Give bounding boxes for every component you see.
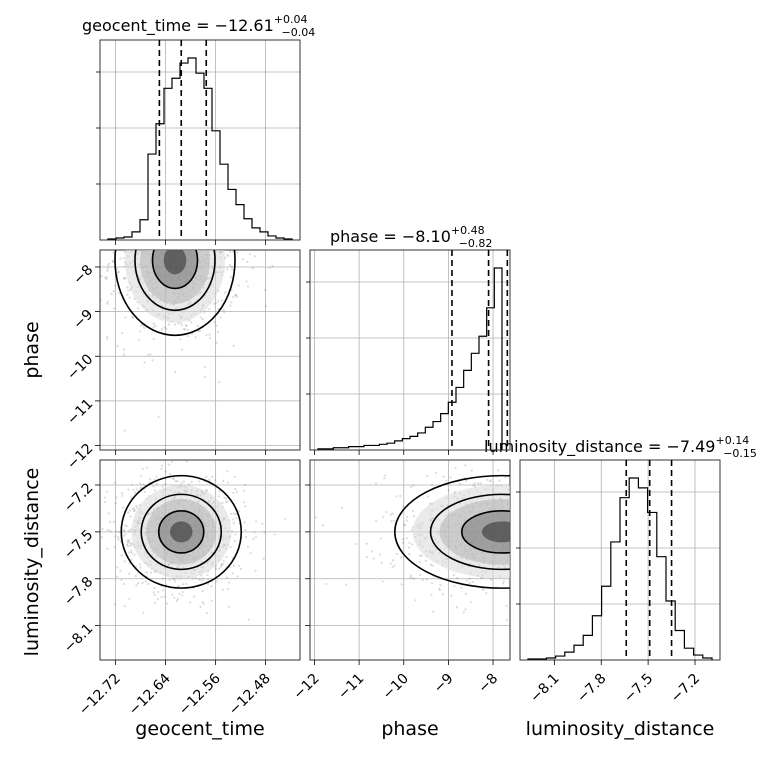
axes-frame — [519, 459, 721, 661]
y-tick-label: −10 — [64, 351, 96, 383]
axes-frame — [99, 39, 301, 241]
density-contours — [394, 474, 510, 589]
y-tick-label: −7.8 — [61, 574, 96, 609]
x-tick-label: −12 — [291, 671, 323, 703]
x-tick-label: −7.8 — [574, 671, 609, 706]
x-tick-label: −12.72 — [76, 671, 124, 719]
density-contours — [120, 474, 243, 589]
xlabel-geocent-time: geocent_time — [135, 718, 264, 740]
axes-frame — [309, 249, 511, 451]
gridlines — [520, 460, 720, 660]
title-geocent-time: geocent_time = −12.61+0.04 −0.04 — [82, 13, 315, 39]
x-tick-label: −12.64 — [126, 671, 174, 719]
xlabel-phase: phase — [381, 718, 438, 740]
histogram-steps — [317, 267, 503, 450]
x-tick-label: −11 — [335, 671, 367, 703]
histogram-steps — [107, 57, 293, 240]
x-tick-label: −8 — [475, 671, 501, 697]
y-tick-label: −12 — [64, 441, 96, 473]
gridlines — [100, 40, 300, 240]
joint-geocent-time-phase: −12 −11 −10 −9 −8 — [64, 249, 301, 473]
x-tick-label: −10 — [380, 671, 412, 703]
histogram-steps — [527, 477, 713, 660]
y-tick-label: −8 — [70, 262, 96, 288]
x-tick-label: −12.56 — [176, 671, 224, 719]
xlabel-luminosity-distance: luminosity_distance — [526, 718, 715, 740]
axes-frame — [99, 459, 301, 661]
hist-geocent-time — [96, 39, 301, 245]
hist-phase — [306, 249, 511, 455]
title-phase: phase = −8.10+0.48 −0.82 — [330, 224, 492, 250]
density-contours — [114, 250, 236, 337]
y-tick-label: −7.2 — [61, 480, 96, 515]
ylabel-phase: phase — [21, 321, 43, 378]
gridlines — [310, 250, 510, 450]
y-tick-label: −11 — [64, 396, 96, 428]
hist-luminosity-distance: −8.1 −7.8 −7.5 −7.2 — [516, 459, 721, 706]
x-tick-label: −9 — [431, 671, 457, 697]
y-tick-label: −7.5 — [61, 527, 96, 562]
x-tick-label: −7.2 — [668, 671, 703, 706]
joint-geocent-time-luminosity-distance: −12.72 −12.64 −12.56 −12.48 −8.1 −7.8 −7.5 −7.2 — [61, 459, 301, 719]
ylabel-luminosity-distance: luminosity_distance — [21, 468, 43, 657]
title-luminosity-distance: luminosity_distance = −7.49+0.14 −0.15 — [484, 434, 757, 460]
x-tick-label: −8.1 — [527, 671, 562, 706]
gridlines — [100, 460, 300, 660]
x-tick-label: −7.5 — [621, 671, 656, 706]
y-tick-label: −9 — [70, 307, 96, 333]
y-tick-label: −8.1 — [61, 621, 96, 656]
x-tick-label: −12.48 — [226, 671, 274, 719]
